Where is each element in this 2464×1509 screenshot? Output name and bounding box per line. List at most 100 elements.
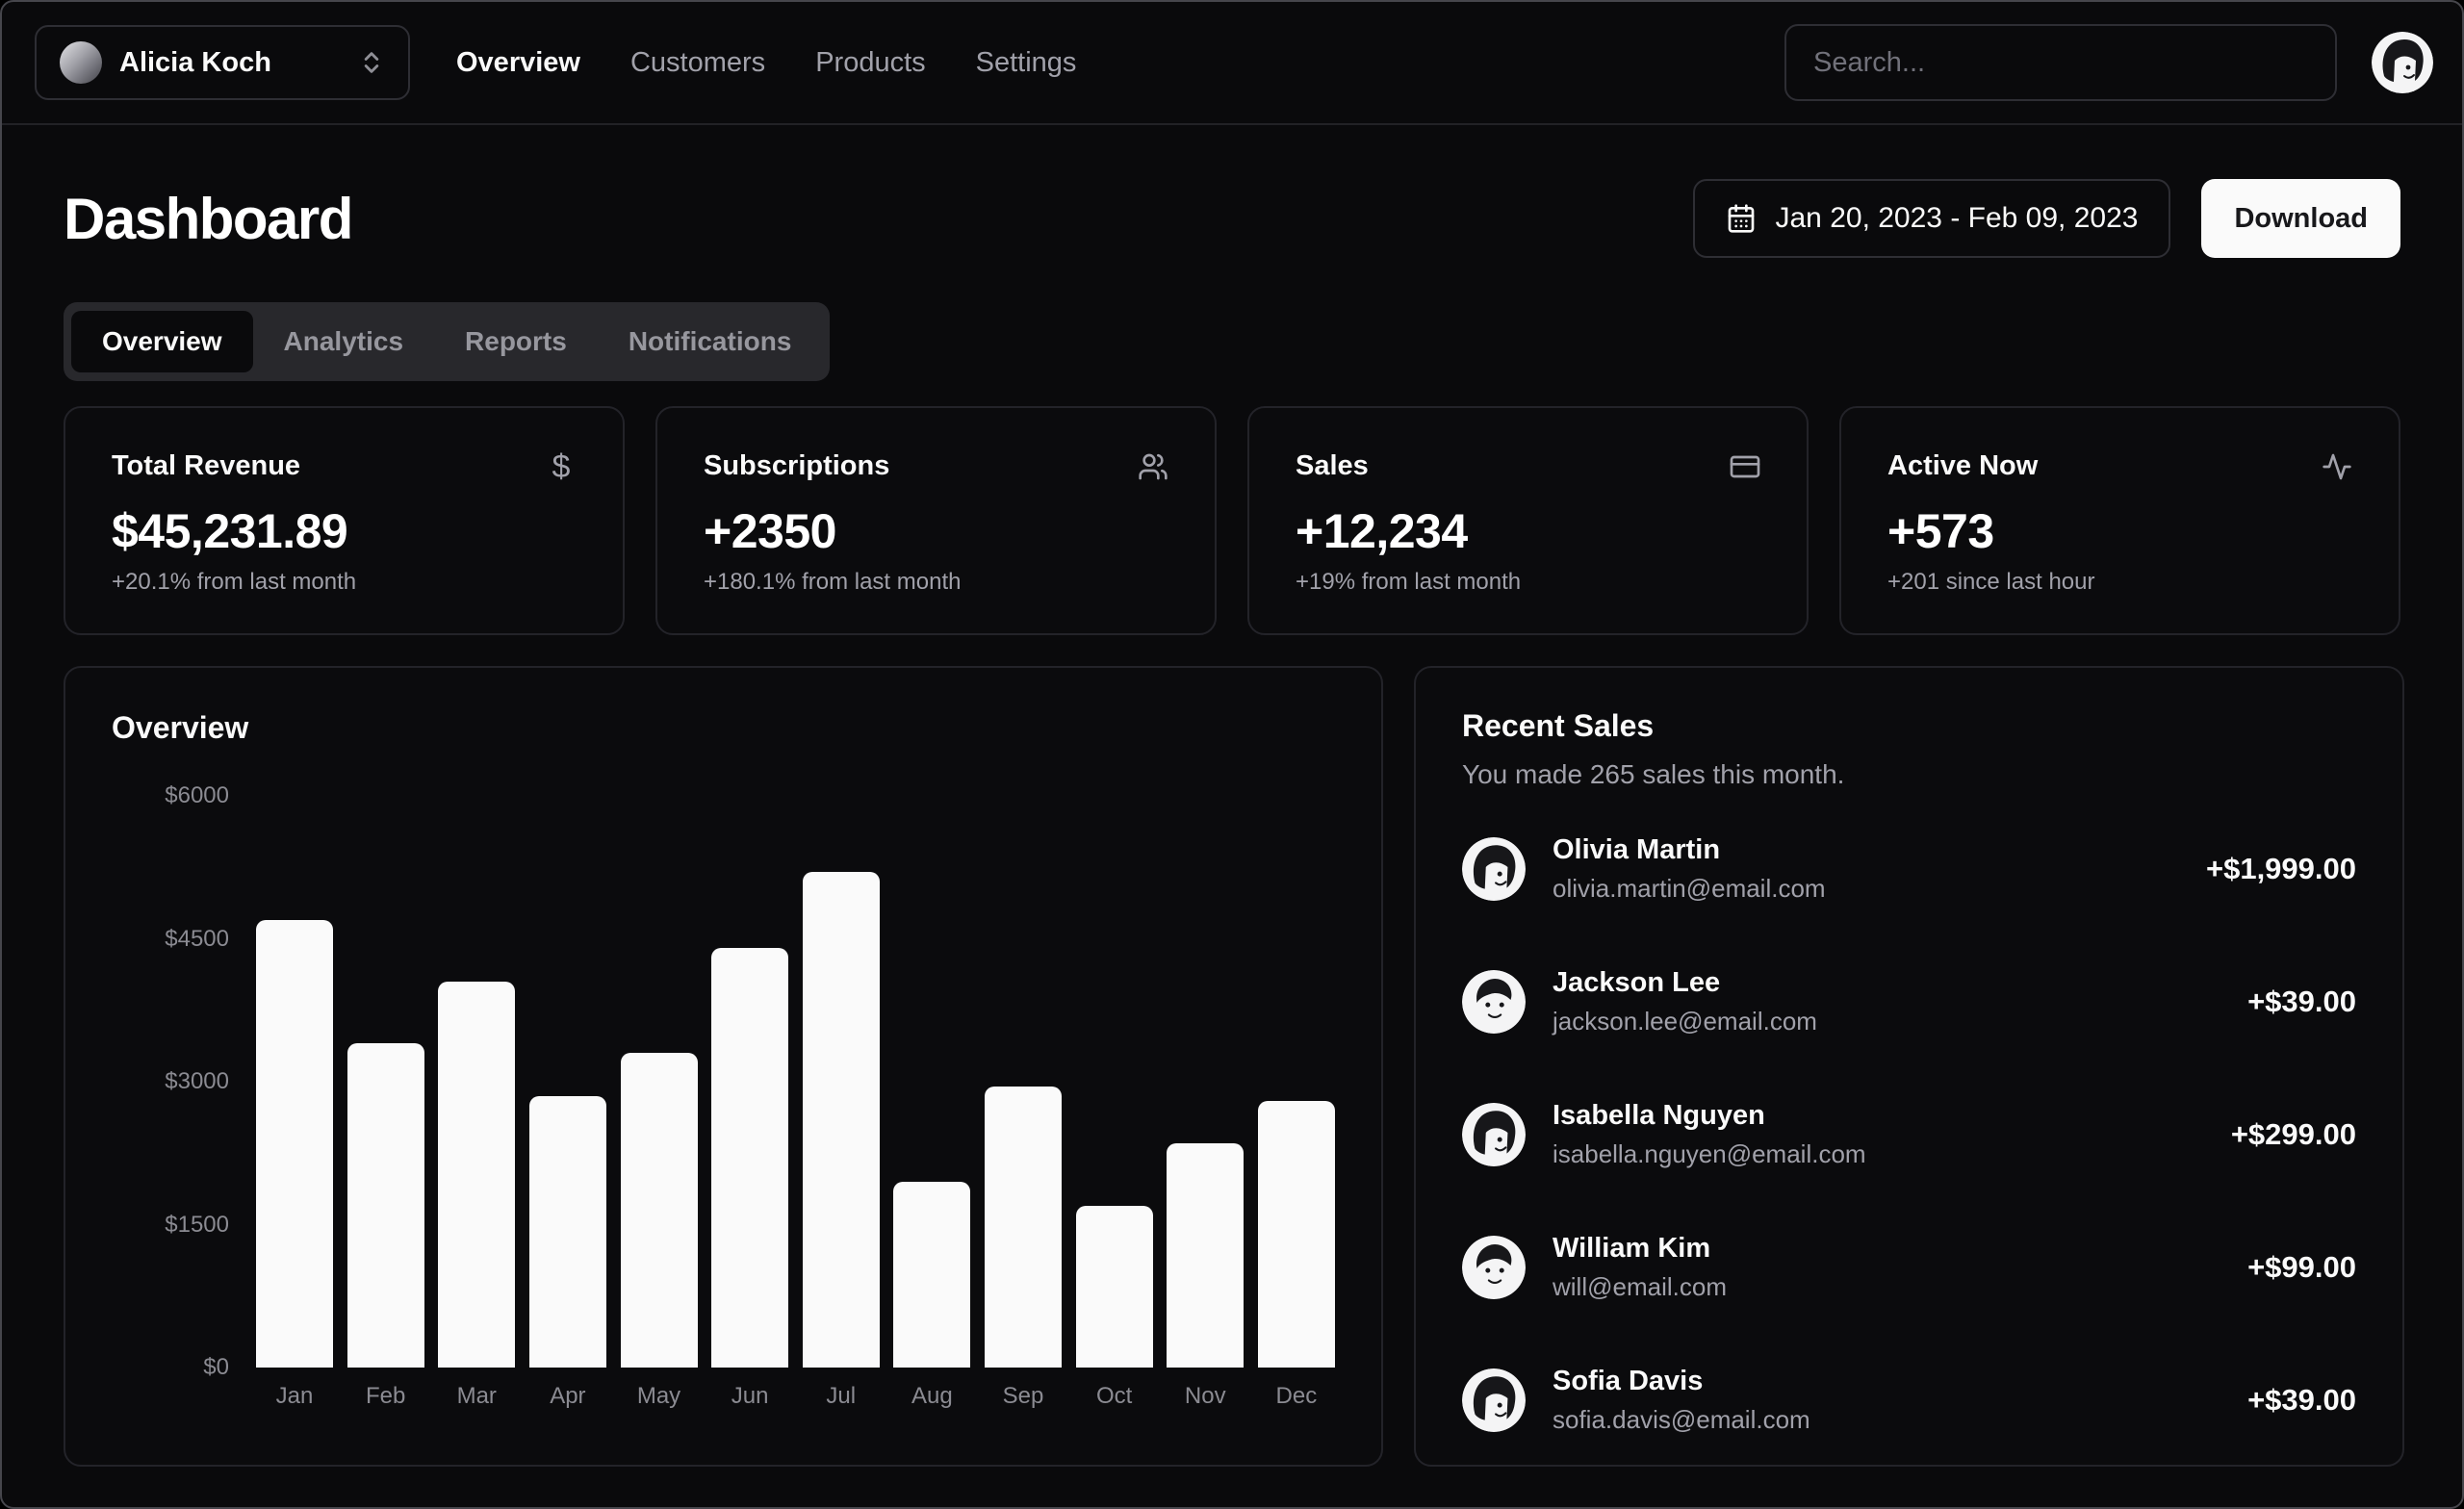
stat-card-subscriptions: Subscriptions +2350 +180.1% from last mont… <box>655 406 1217 635</box>
overview-chart-card: Overview $6000 $4500 $3000 $1500 $0 Jan Feb Ma… <box>64 666 1383 1467</box>
bar-chart: $6000 $4500 $3000 $1500 $0 Jan Feb Mar Apr May Ju… <box>112 782 1335 1410</box>
stat-title: Total Revenue <box>112 450 301 481</box>
team-switcher[interactable]: Alicia Koch <box>35 25 410 100</box>
bar-aug <box>893 1181 971 1368</box>
sale-row-william-kim: William Kim will@email.com +$99.00 <box>1462 1233 2356 1302</box>
title-actions: Jan 20, 2023 - Feb 09, 2023 Download <box>1692 179 2400 258</box>
nav-item-products[interactable]: Products <box>815 46 926 78</box>
sale-email: jackson.lee@email.com <box>1553 1007 1817 1036</box>
x-axis-tick: Jul <box>826 1383 857 1409</box>
nav-item-overview[interactable]: Overview <box>456 46 580 78</box>
avatar-male <box>1462 1236 1526 1299</box>
stat-card-total-revenue: Total Revenue $ $45,231.89 +20.1% from last… <box>64 406 625 635</box>
bar-jun <box>711 948 789 1368</box>
bar-dec <box>1257 1100 1335 1368</box>
sale-amount: +$99.00 <box>2247 1250 2356 1284</box>
stat-card-active-now: Active Now +573 +201 since last hour <box>1839 406 2400 635</box>
title-row: Dashboard Jan 20, 2023 - Feb 09, 2023 Do… <box>64 179 2400 258</box>
main-nav: Overview Customers Products Settings <box>456 47 1076 79</box>
sale-email: will@email.com <box>1553 1272 1727 1301</box>
avatar-female <box>1462 1368 1526 1432</box>
sale-email: olivia.martin@email.com <box>1553 874 1826 903</box>
bar-nov <box>1167 1143 1245 1368</box>
download-button[interactable]: Download <box>2201 179 2400 258</box>
x-axis-tick: May <box>636 1383 681 1409</box>
avatar-female <box>1462 1103 1526 1166</box>
tabs-list: Overview Analytics Reports Notifications <box>64 302 831 381</box>
chart-y-axis: $6000 $4500 $3000 $1500 $0 <box>112 782 229 1380</box>
stat-change: +180.1% from last month <box>704 569 962 595</box>
sale-name: Sofia Davis <box>1553 1366 1704 1396</box>
sale-row-isabella-nguyen: Isabella Nguyen isabella.nguyen@email.com… <box>1462 1100 2356 1169</box>
x-axis-tick: Dec <box>1275 1383 1318 1409</box>
y-axis-tick: $4500 <box>165 925 229 952</box>
date-range-picker[interactable]: Jan 20, 2023 - Feb 09, 2023 <box>1692 179 2171 258</box>
tab-notifications[interactable]: Notifications <box>628 326 792 356</box>
stat-change: +20.1% from last month <box>112 569 357 595</box>
sale-email: isabella.nguyen@email.com <box>1553 1139 1866 1168</box>
tab-analytics[interactable]: Analytics <box>283 326 404 356</box>
stat-title: Sales <box>1296 450 1369 481</box>
bar-jan <box>256 919 333 1368</box>
header-right <box>1784 24 2433 101</box>
y-axis-tick: $1500 <box>165 1211 229 1238</box>
stats-grid: Total Revenue $ $45,231.89 +20.1% from last… <box>64 406 2400 635</box>
sale-name: Olivia Martin <box>1553 834 1721 865</box>
stat-change: +201 since last hour <box>1887 569 2095 595</box>
bottom-grid: Overview $6000 $4500 $3000 $1500 $0 Jan Feb Ma… <box>64 666 2404 1467</box>
credit-card-icon <box>1730 451 1760 482</box>
chevrons-up-down-icon <box>364 52 379 73</box>
x-axis-tick: Sep <box>1002 1383 1044 1409</box>
avatar-female <box>1462 837 1526 901</box>
recent-sales-list: Olivia Martin olivia.martin@email.com +$1,… <box>1462 834 2356 1435</box>
stat-change: +19% from last month <box>1296 569 1522 595</box>
page-title: Dashboard <box>64 186 353 251</box>
date-range-label: Jan 20, 2023 - Feb 09, 2023 <box>1775 202 2139 234</box>
chart-plot-area: Jan Feb Mar Apr May Jun Jul Aug Sep Oct Nov Dec <box>256 796 1335 1410</box>
calendar-icon <box>1728 204 1754 233</box>
sale-name: Jackson Lee <box>1553 967 1721 998</box>
stat-title: Active Now <box>1887 450 2039 481</box>
bar-oct <box>1075 1205 1153 1368</box>
stat-value: +2350 <box>704 504 836 558</box>
y-axis-tick: $3000 <box>165 1068 229 1094</box>
stat-card-sales: Sales +12,234 +19% from last month <box>1247 406 1809 635</box>
sale-amount: +$1,999.00 <box>2205 852 2356 885</box>
tab-reports[interactable]: Reports <box>465 326 567 356</box>
x-axis-tick: Apr <box>550 1383 586 1409</box>
bar-mar <box>438 982 516 1368</box>
main-content: Dashboard Jan 20, 2023 - Feb 09, 2023 Do… <box>2 125 2462 1467</box>
bar-sep <box>985 1086 1062 1368</box>
activity-icon <box>2322 451 2352 482</box>
recent-sales-card: Recent Sales You made 265 sales this mon… <box>1414 666 2404 1467</box>
x-axis-tick: Jan <box>275 1383 314 1409</box>
stat-value: $45,231.89 <box>112 504 348 558</box>
tab-overview[interactable]: Overview <box>71 311 253 372</box>
x-axis-tick: Nov <box>1184 1383 1226 1409</box>
chart-title: Overview <box>112 710 249 745</box>
bar-may <box>620 1053 698 1368</box>
recent-sales-title: Recent Sales <box>1462 708 1655 743</box>
nav-item-customers[interactable]: Customers <box>629 46 766 78</box>
chart-x-axis: Jan Feb Mar Apr May Jun Jul Aug Sep Oct Nov Dec <box>256 1383 1335 1410</box>
users-icon <box>1138 451 1168 482</box>
sale-amount: +$39.00 <box>2247 985 2356 1018</box>
sale-name: Isabella Nguyen <box>1553 1100 1765 1131</box>
sale-row-sofia-davis: Sofia Davis sofia.davis@email.com +$39.00 <box>1462 1366 2356 1435</box>
sale-email: sofia.davis@email.com <box>1553 1405 1810 1434</box>
x-axis-tick: Aug <box>911 1383 953 1409</box>
user-avatar[interactable] <box>2372 32 2433 93</box>
x-axis-tick: Mar <box>456 1383 497 1409</box>
avatar-male <box>1462 970 1526 1034</box>
search-input[interactable] <box>1784 24 2337 101</box>
chart-bars <box>256 796 1335 1368</box>
bar-feb <box>346 1043 424 1368</box>
stat-value: +12,234 <box>1296 504 1468 558</box>
x-axis-tick: Jun <box>731 1383 769 1409</box>
nav-item-settings[interactable]: Settings <box>975 46 1077 78</box>
y-axis-tick: $6000 <box>165 782 229 808</box>
x-axis-tick: Oct <box>1095 1383 1133 1409</box>
stat-title: Subscriptions <box>704 450 890 481</box>
team-name: Alicia Koch <box>119 46 271 78</box>
